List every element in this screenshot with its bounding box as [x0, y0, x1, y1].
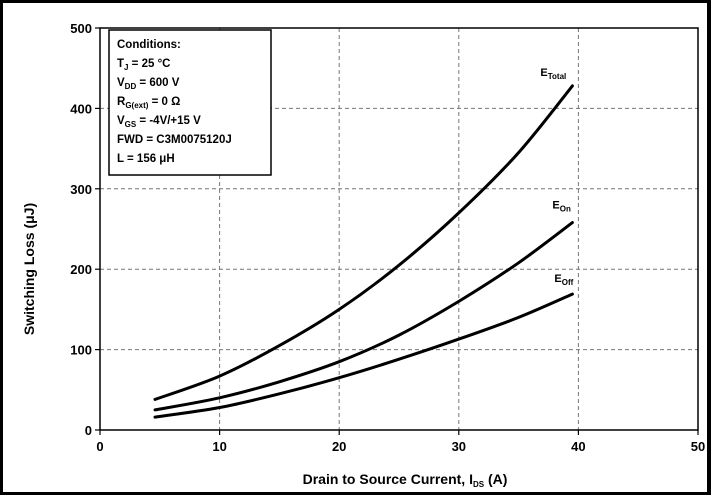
condition-line: VGS = -4V/+15 V [117, 115, 201, 129]
y-axis-ticks: 0 100 200 300 400 500 [70, 21, 100, 438]
x-tick-label: 30 [452, 439, 466, 454]
series-labels: ETotal EOn EOff [540, 67, 573, 287]
x-tick-label: 0 [96, 439, 103, 454]
series-line-e-total [153, 84, 574, 401]
condition-line: Conditions: [117, 39, 181, 51]
series-label-e-total: ETotal [540, 67, 566, 81]
x-axis-label: Drain to Source Current, IDS (A) [303, 471, 508, 489]
x-tick-label: 20 [332, 439, 346, 454]
y-tick-label: 500 [70, 21, 92, 36]
plot-area-border [99, 27, 699, 431]
x-tick-label: 10 [212, 439, 226, 454]
y-tick-label: 100 [70, 343, 92, 358]
series-line-e-off [153, 292, 574, 419]
x-tick-label: 50 [691, 439, 705, 454]
y-tick-label: 200 [70, 262, 92, 277]
conditions-box-border [108, 29, 272, 176]
x-axis-ticks: 0 10 20 30 40 50 [96, 430, 705, 454]
condition-line: TJ = 25 °C [117, 58, 170, 72]
series-lines [153, 84, 574, 419]
series-label-e-on: EOn [552, 200, 571, 214]
series-label-e-off: EOff [554, 273, 573, 287]
x-tick-label: 40 [571, 439, 585, 454]
y-tick-label: 400 [70, 101, 92, 116]
series-line-e-on [153, 221, 574, 412]
y-tick-label: 300 [70, 182, 92, 197]
y-tick-label: 0 [85, 423, 92, 438]
condition-line: FWD = C3M0075120J [117, 134, 232, 146]
condition-line: L = 156 μH [117, 153, 175, 165]
y-axis-label: Switching Loss (μJ) [21, 203, 37, 335]
